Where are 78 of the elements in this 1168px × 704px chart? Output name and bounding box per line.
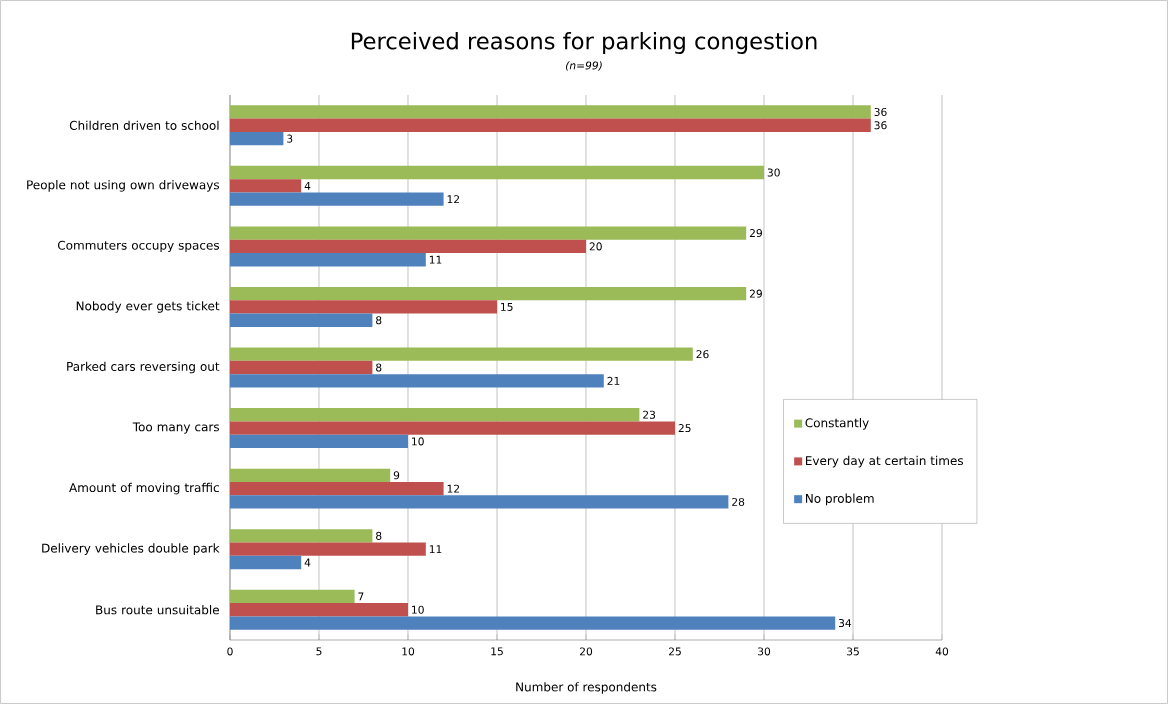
y-tick-label: Amount of moving traffic	[69, 482, 219, 495]
chart-subtitle: (n=99)	[566, 61, 602, 71]
x-tick-label: 25	[668, 647, 681, 656]
bar	[230, 165, 764, 180]
data-label: 8	[376, 363, 382, 372]
chart-title: Perceived reasons for parking congestion	[351, 32, 817, 54]
y-tick-label: Children driven to school	[69, 120, 219, 130]
data-label: 8	[376, 316, 382, 325]
data-label: 28	[732, 497, 745, 506]
bar	[230, 118, 871, 132]
data-label: 11	[429, 255, 442, 264]
x-tick-label: 40	[935, 647, 949, 656]
legend-label: Constantly	[805, 418, 869, 430]
bar	[230, 589, 355, 604]
data-label: 29	[749, 289, 762, 298]
y-tick-label: Nobody ever gets ticket	[76, 301, 220, 313]
y-tick-label: Delivery vehicles double park	[42, 543, 220, 555]
legend-label: No problem	[805, 493, 874, 506]
bar	[230, 529, 373, 543]
bar	[230, 286, 747, 301]
data-label: 36	[874, 121, 887, 130]
data-label: 4	[304, 181, 311, 190]
data-label: 21	[607, 376, 620, 385]
bar	[230, 131, 284, 146]
bar	[230, 408, 640, 422]
bar	[230, 347, 693, 361]
y-tick-label: Parked cars reversing out	[67, 361, 220, 374]
data-label: 34	[838, 619, 852, 628]
x-tick-label: 35	[847, 647, 859, 656]
data-label: 11	[429, 545, 442, 554]
bar	[230, 481, 444, 496]
bar	[230, 555, 302, 570]
data-label: 10	[412, 437, 424, 446]
legend-label: Every day at certain times	[805, 455, 964, 468]
y-tick-label: People not using own driveways	[27, 180, 220, 192]
bar	[230, 105, 871, 119]
data-label: 10	[412, 605, 424, 614]
data-label: 29	[749, 229, 762, 238]
x-tick-label: 20	[579, 647, 593, 656]
bar	[230, 300, 497, 314]
data-label: 20	[589, 242, 602, 251]
x-tick-label: 15	[491, 647, 503, 656]
bar	[230, 374, 604, 388]
data-label: 36	[874, 107, 887, 116]
bar	[230, 360, 373, 375]
bar	[230, 434, 408, 449]
x-axis-title: Number of respondents	[516, 682, 657, 694]
bar	[230, 192, 444, 206]
x-tick-label: 30	[758, 647, 771, 656]
data-label: 8	[376, 531, 382, 540]
bar	[230, 603, 408, 617]
bar	[230, 616, 836, 630]
data-label: 26	[696, 350, 709, 359]
data-label: 30	[767, 168, 780, 177]
data-label: 7	[358, 592, 364, 601]
bar	[230, 253, 426, 267]
data-label: 23	[643, 410, 656, 419]
data-label: 15	[501, 302, 513, 311]
x-tick-label: 10	[402, 647, 415, 656]
data-label: 12	[447, 484, 460, 493]
data-label: 12	[447, 195, 460, 204]
data-label: 9	[393, 471, 400, 480]
bar	[230, 226, 747, 240]
data-label: 25	[678, 424, 691, 433]
data-label: 4	[304, 558, 311, 567]
bar	[230, 542, 426, 556]
y-tick-label: Commuters occupy spaces	[57, 240, 220, 253]
bar	[230, 239, 586, 254]
bar	[230, 179, 302, 193]
x-tick-label: 0	[227, 647, 233, 656]
data-label: 3	[287, 134, 293, 143]
bar	[230, 468, 391, 482]
bar	[230, 421, 675, 435]
x-tick-label: 5	[316, 647, 322, 656]
bar	[230, 313, 373, 327]
y-tick-label: Too many cars	[132, 422, 220, 434]
y-tick-label: Bus route unsuitable	[96, 605, 219, 615]
bar	[230, 495, 729, 509]
